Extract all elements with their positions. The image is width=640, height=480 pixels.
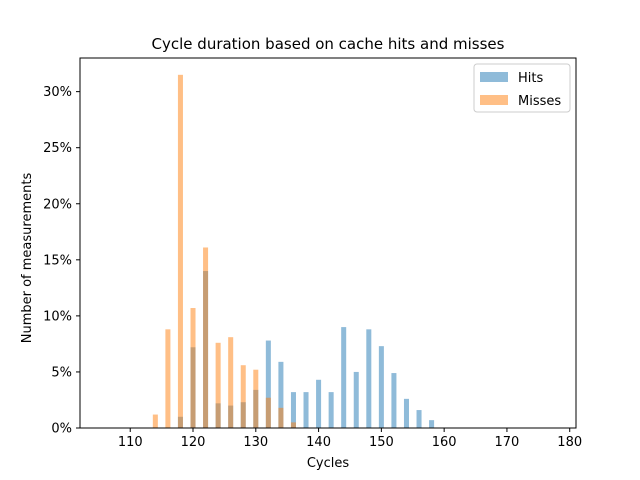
bars-group — [152, 74, 435, 428]
hits-bar — [378, 346, 384, 428]
legend-swatch-hits — [480, 72, 508, 82]
y-tick-label: 15% — [43, 253, 72, 268]
x-tick-label: 130 — [243, 435, 268, 450]
hits-bar — [353, 371, 359, 428]
misses-bar — [290, 422, 296, 428]
x-tick-label: 180 — [557, 435, 582, 450]
y-tick-label: 25% — [43, 141, 72, 156]
y-tick-label: 20% — [43, 197, 72, 212]
hits-bar — [366, 329, 372, 428]
x-tick-label: 160 — [432, 435, 457, 450]
misses-bar — [228, 337, 234, 428]
y-axis-label: Number of measurements — [20, 173, 35, 344]
hits-bar — [278, 361, 284, 428]
hits-bar — [265, 340, 271, 428]
misses-bar — [165, 329, 171, 428]
chart-title: Cycle duration based on cache hits and m… — [152, 35, 505, 53]
hits-bar — [403, 398, 409, 428]
misses-bar — [278, 407, 284, 428]
misses-bar — [177, 74, 183, 428]
x-tick-label: 170 — [495, 435, 520, 450]
misses-bar — [152, 414, 158, 428]
plot-frame — [79, 57, 577, 429]
hits-bar — [290, 392, 296, 428]
legend: Hits Misses — [473, 63, 571, 113]
hits-bar — [328, 392, 334, 428]
x-tick-label: 110 — [118, 435, 143, 450]
x-axis-label: Cycles — [307, 456, 350, 471]
misses-bar — [265, 397, 271, 428]
x-tick-label: 120 — [181, 435, 206, 450]
misses-bar — [203, 247, 209, 428]
y-tick-label: 5% — [51, 365, 72, 380]
hits-bar — [303, 392, 309, 428]
hits-bar — [341, 327, 347, 428]
y-tick-label: 30% — [43, 85, 72, 100]
hits-bar — [416, 410, 422, 428]
legend-swatch-misses — [480, 95, 508, 105]
hits-bar — [391, 373, 397, 428]
misses-bar — [240, 365, 246, 428]
legend-label-misses: Misses — [518, 94, 561, 109]
hits-bar — [316, 379, 322, 428]
legend-label-hits: Hits — [518, 71, 543, 86]
y-tick-label: 0% — [51, 422, 72, 437]
x-tick-label: 140 — [306, 435, 331, 450]
misses-bar — [253, 369, 259, 428]
x-tick-label: 150 — [369, 435, 394, 450]
y-tick-label: 10% — [43, 309, 72, 324]
misses-bar — [215, 342, 221, 428]
axes-group: 110 120 130 140 150 160 170 180 0% 5% 10% 15% 20% 25%… — [43, 57, 582, 450]
hits-bar — [429, 420, 435, 428]
misses-bar — [190, 308, 196, 428]
